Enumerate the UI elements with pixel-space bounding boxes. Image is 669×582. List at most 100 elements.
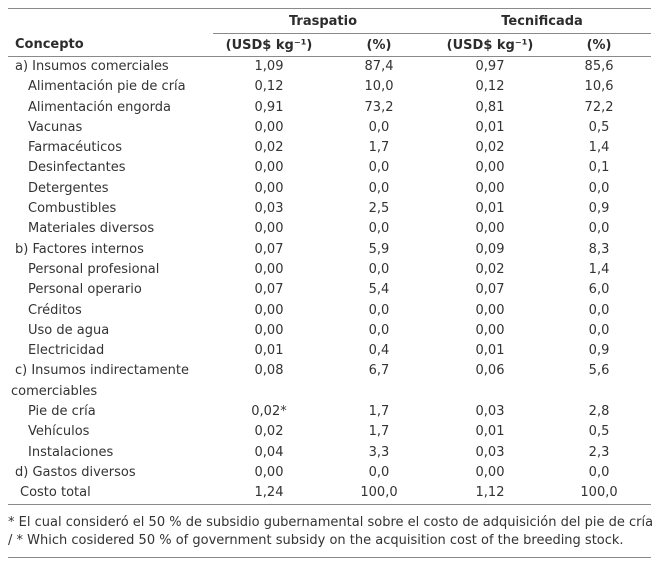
row-value: 0,03 [254, 201, 284, 217]
row-value: 0,00 [254, 322, 284, 338]
row-value: 0,12 [475, 79, 505, 95]
row-value: 0,0 [368, 119, 390, 135]
row-value: 0,0 [368, 160, 390, 176]
row-label: d) Gastos diversos [15, 464, 136, 480]
row-label: Créditos [28, 302, 82, 318]
row-label: Electricidad [28, 343, 105, 359]
row-label: Pie de cría [28, 404, 96, 420]
column-header-pct-tecnificada: (%) [547, 33, 652, 57]
row-value: 0,00 [254, 302, 284, 318]
table-row: Uso de agua 0,00 0,0 0,00 0,0 [8, 321, 651, 341]
row-value: 0,04 [254, 444, 284, 460]
row-value: 0,00 [475, 180, 505, 196]
row-value: 0,9 [588, 343, 610, 359]
row-label: Uso de agua [28, 322, 110, 338]
row-label: Alimentación pie de cría [28, 79, 186, 95]
row-value: 0,01 [475, 424, 505, 440]
row-label: a) Insumos comerciales [15, 59, 169, 74]
row-label: Alimentación engorda [28, 99, 171, 115]
column-header-usd-tecnificada: (USD$ kg⁻¹) [433, 33, 548, 57]
column-header-pct-traspatio: (%) [325, 33, 434, 57]
row-value: 0,07 [254, 241, 284, 257]
row-label: Combustibles [28, 201, 117, 217]
row-label: Vehículos [28, 424, 90, 440]
row-value: 0,03 [475, 444, 505, 460]
row-value: 1,7 [368, 424, 390, 440]
group-header-row: Traspatio Tecnificada [8, 8, 652, 34]
row-value: 3,3 [368, 444, 390, 460]
row-value: 87,4 [364, 59, 394, 74]
row-value: 0,0 [588, 464, 610, 480]
row-label: Instalaciones [28, 444, 114, 460]
column-header-concepto: Concepto [8, 33, 213, 57]
row-value: 0,02 [475, 261, 505, 277]
row-value: 0,00 [254, 160, 284, 176]
row-value: 0,97 [475, 59, 505, 74]
row-label: Farmacéuticos [28, 140, 122, 156]
row-value: 85,6 [584, 59, 614, 74]
row-value: 5,9 [368, 241, 390, 257]
row-value: 2,5 [368, 201, 390, 217]
row-value: 0,00 [254, 464, 284, 480]
table-row: d) Gastos diversos 0,00 0,0 0,00 0,0 [8, 463, 651, 483]
row-value: 1,24 [213, 483, 325, 505]
table-footnote: * El cual consideró el 50 % de subsidio … [8, 514, 654, 549]
row-value: 0,00 [254, 261, 284, 277]
row-value: 10,0 [364, 79, 394, 95]
row-value: 1,7 [368, 404, 390, 420]
row-value: 2,8 [588, 404, 610, 420]
row-value: 0,02 [254, 140, 284, 156]
group-header-spacer [8, 9, 213, 34]
row-label: Vacunas [28, 119, 83, 135]
row-value: 0,0 [368, 302, 390, 318]
row-value: 0,00 [475, 464, 505, 480]
table-row: Personal profesional 0,00 0,0 0,02 1,4 [8, 260, 651, 280]
row-value: 0,08 [254, 363, 284, 379]
table-row: Desinfectantes 0,00 0,0 0,00 0,1 [8, 158, 651, 178]
row-label: Desinfectantes [28, 160, 126, 176]
table-row: Vehículos 0,02 1,7 0,01 0,5 [8, 422, 651, 442]
row-label: Detergentes [28, 180, 109, 196]
row-value: 1,4 [588, 261, 610, 277]
row-value: 0,01 [475, 119, 505, 135]
row-value: 10,6 [584, 79, 614, 95]
row-value: 5,4 [368, 282, 390, 298]
row-value: 0,00 [475, 322, 505, 338]
row-value: 0,02 [475, 140, 505, 156]
table-row: Alimentación pie de cría 0,12 10,0 0,12 10,6 [8, 77, 651, 97]
row-value: 2,3 [588, 444, 610, 460]
table-row: Detergentes 0,00 0,0 0,00 0,0 [8, 179, 651, 199]
row-value: 0,0 [368, 180, 390, 196]
row-value: 100,0 [547, 483, 652, 505]
group-header-traspatio: Traspatio [213, 8, 434, 34]
row-label: Materiales diversos [28, 221, 155, 237]
table-row: c) Insumos indirectamente comerciables 0,… [8, 361, 651, 402]
row-value: 0,0 [588, 322, 610, 338]
row-value: 0,03 [475, 404, 505, 420]
row-value: 0,07 [254, 282, 284, 298]
row-value: 72,2 [584, 99, 614, 115]
row-value: 0,0 [368, 464, 390, 480]
row-value: 0,5 [588, 424, 610, 440]
row-value: 0,81 [475, 99, 505, 115]
bottom-rule [8, 556, 651, 558]
table-row: Pie de cría 0,02* 1,7 0,03 2,8 [8, 402, 651, 422]
row-value: 0,9 [588, 201, 610, 217]
row-value: 0,01 [475, 343, 505, 359]
row-label: Personal profesional [28, 261, 160, 277]
row-value: 0,00 [254, 180, 284, 196]
table-row: Instalaciones 0,04 3,3 0,03 2,3 [8, 443, 651, 463]
row-value: 0,0 [368, 261, 390, 277]
row-label: c) Insumos indirectamente comerciables [11, 363, 189, 399]
table-row: Vacunas 0,00 0,0 0,01 0,5 [8, 118, 651, 138]
row-value: 0,00 [475, 160, 505, 176]
row-value: 0,02* [251, 404, 287, 420]
group-header-tecnificada: Tecnificada [433, 8, 652, 34]
row-value: 0,91 [254, 99, 284, 115]
table-row: Créditos 0,00 0,0 0,00 0,0 [8, 301, 651, 321]
row-value: 0,06 [475, 363, 505, 379]
row-value: 1,12 [433, 483, 548, 505]
row-value: 0,5 [588, 119, 610, 135]
row-value: 73,2 [364, 99, 394, 115]
table-row: Combustibles 0,03 2,5 0,01 0,9 [8, 199, 651, 219]
